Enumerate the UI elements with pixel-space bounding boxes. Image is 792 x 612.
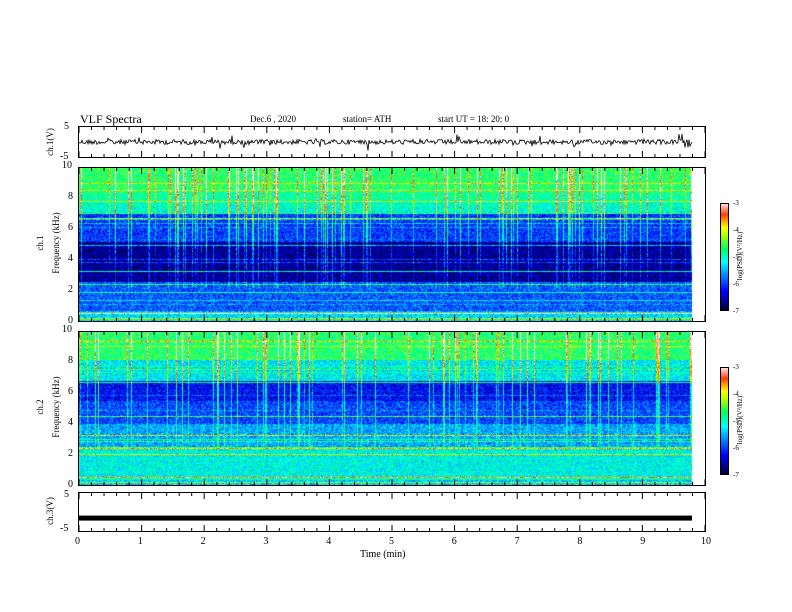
ch2-colorbar-tick: -5 [733,417,739,425]
ch1-colorbar-tick: -3 [733,199,739,207]
ch1-waveform [79,127,705,157]
ch1-colorbar-tick: -6 [733,280,739,288]
x-tick-label: 0 [75,536,80,547]
ch1-ytick-label: 0 [68,315,73,326]
ch1-wave-ylabel: ch.1(V) [45,128,55,156]
ch1-waveform-panel [78,126,706,158]
ch1-ytick-label: 6 [68,222,73,233]
x-tick-label: 7 [514,536,520,547]
ch1-colorbar-tick: -4 [733,226,739,234]
date-label: Dec.6 , 2020 [250,114,296,124]
x-tick-label: 10 [701,536,711,547]
ch1-ytick-label: 2 [68,284,73,295]
station-label: station= ATH [343,114,392,124]
x-tick-label: 3 [263,536,269,547]
ch1-ytick-label: 8 [68,191,73,202]
ch2-ytick-label: 2 [68,448,73,459]
ch2-spec-ylabel: Frequency (kHz) [51,376,61,438]
colorbar-ch1-label: log(PSD)(V²/Hz) [736,231,744,281]
ch2-ytick-label: 6 [68,386,73,397]
x-tick-label: 5 [389,536,394,547]
ch1-ytick-label: 10 [62,160,72,171]
ch1-spectrogram-panel [78,167,706,322]
ch1-spectrogram [79,168,705,321]
ch1-spectrogram-ticks [79,168,705,321]
colorbar-ch2 [720,367,729,475]
ch2-spectrogram [79,332,705,485]
ch1-spec-ylabel: Frequency (kHz) [51,212,61,274]
x-tick-label: 9 [640,536,646,547]
ch3-waveform [79,493,705,531]
ch2-ytick-label: 4 [68,417,73,428]
chart-title: VLF Spectra [80,112,142,126]
ch3-waveform-line [79,515,692,521]
ch2-colorbar-tick: -6 [733,444,739,452]
ch2-spec-ylabel-top: ch.2 [35,399,45,415]
x-tick-label: 4 [326,536,332,547]
ch2-spectrogram-ticks [79,332,705,485]
ch2-colorbar-tick: -7 [733,471,739,479]
ch1-colorbar-tick: -5 [733,253,739,261]
x-axis-label: Time (min) [360,549,406,560]
colorbar-ch1 [720,203,729,311]
ch2-colorbar-tick: -4 [733,390,739,398]
x-tick-label: 2 [200,536,206,547]
ch2-ytick-label: 10 [62,324,72,335]
ch1-colorbar-tick: -7 [733,307,739,315]
start-time-label: start UT = 18: 20: 0 [438,114,510,124]
ch3-ymax-tick: 5 [64,489,69,500]
x-tick-label: 6 [451,536,457,547]
ch1-spec-ylabel-top: ch.1 [35,235,45,251]
ch1-ytick-label: 4 [68,253,73,264]
ch1-ymin-tick: -5 [60,151,69,162]
ch3-wave-ylabel: ch.3(V) [45,497,55,525]
ch2-ytick-label: 8 [68,355,73,366]
ch2-ytick-label: 0 [68,479,73,490]
ch1-waveform-line [79,133,693,151]
ch2-colorbar-tick: -3 [733,363,739,371]
x-tick-label: 1 [137,536,143,547]
x-tick-label: 8 [577,536,583,547]
ch1-ymax-tick: 5 [64,121,69,132]
colorbar-ch2-label: log(PSD)(V²/Hz) [736,395,744,445]
ch3-waveform-panel [78,492,706,532]
ch2-spectrogram-panel [78,331,706,486]
ch3-ymin-tick: -5 [60,523,69,534]
